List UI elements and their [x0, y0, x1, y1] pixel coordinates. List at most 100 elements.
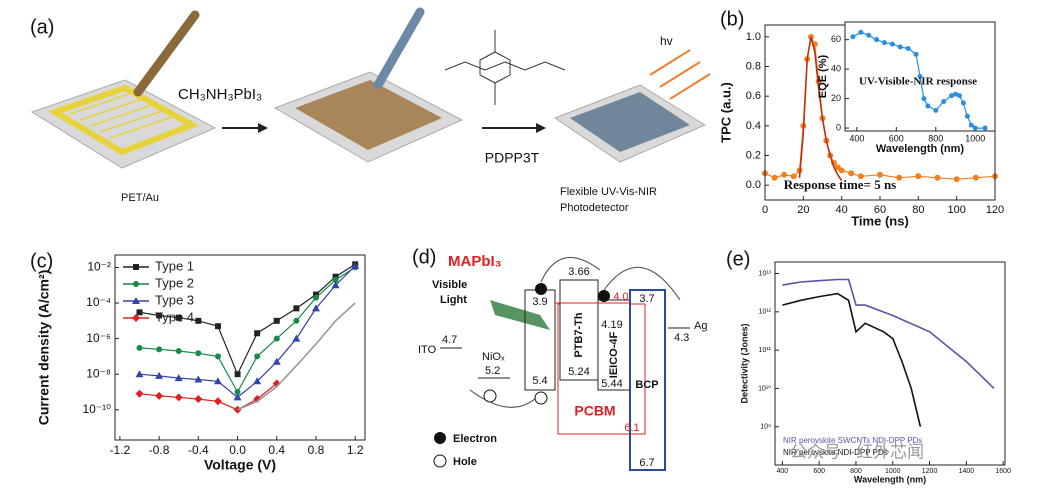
x-tick-label: 100: [947, 204, 965, 216]
point: [874, 37, 880, 43]
point: [964, 113, 970, 119]
point: [925, 103, 931, 109]
point: [877, 171, 883, 178]
x-tick-label: -0.4: [188, 443, 209, 457]
y-tick-label: 60: [831, 34, 841, 44]
level-label: 5.24: [568, 366, 589, 378]
point: [174, 374, 183, 382]
point: [972, 125, 978, 131]
level-label: 4.0: [613, 291, 628, 303]
point: [254, 330, 261, 337]
series-line: [852, 31, 986, 129]
point: [771, 174, 778, 181]
pipette: [373, 7, 425, 90]
point: [972, 174, 979, 181]
x-tick-label: 1400: [959, 468, 975, 475]
transfer-arrow: [469, 389, 537, 408]
panel-label: (a): [30, 16, 54, 38]
transfer-arrow: [540, 257, 601, 283]
x-tick-label: 1000: [965, 133, 985, 143]
pipette: [133, 10, 200, 97]
hole-key: [433, 454, 447, 468]
x-tick-label: 0: [762, 204, 768, 216]
hole: [534, 391, 548, 405]
precursor-label: CH₃NH₃PbI₃: [178, 86, 262, 103]
ieico-label: IEICO-4F: [608, 331, 620, 378]
legend-label: Electron: [453, 433, 497, 445]
series-line: [798, 36, 843, 182]
ito-label: ITO: [418, 344, 437, 356]
legend-label: Type 1: [155, 258, 194, 273]
x-axis-label: Wavelength (nm): [876, 143, 965, 155]
x-tick-label: 400: [849, 133, 864, 143]
y-tick-label: 0.6: [746, 90, 761, 102]
y-tick-label: 10¹⁰: [758, 384, 771, 392]
point: [156, 346, 163, 353]
point: [351, 262, 360, 270]
point: [253, 395, 262, 404]
chart: 0 20 40 60 80 100 120 0.0 0.2 0.4 0.6 0.8 1.0 Time (n…: [718, 24, 1004, 228]
point: [234, 371, 241, 378]
point: [889, 41, 895, 47]
level-label: 3.7: [639, 293, 654, 305]
ito-level-label: 4.7: [442, 334, 457, 346]
perovskite-film: [295, 80, 442, 150]
x-tick-label: 1600: [995, 468, 1011, 475]
y-tick-label: 0.0: [746, 179, 761, 191]
point: [917, 74, 923, 79]
y-tick-label: 0: [836, 122, 841, 132]
panel-a: (a) CH₃NH₃PbI₃ PET/Au PDPP3T hv Flexible…: [30, 7, 711, 214]
chart: -1.2 -0.8 -0.4 0.0 0.4 0.8 1.2 10⁻¹⁰ 10⁻⁸ 10⁻⁶ 10⁻…: [36, 254, 366, 473]
point: [311, 304, 320, 312]
electron: [535, 283, 547, 295]
series-line: [139, 266, 356, 394]
perovskite-label: MAPbI₃: [448, 253, 502, 270]
point: [982, 125, 988, 131]
point: [272, 357, 281, 365]
bcp-label: BCP: [635, 379, 658, 391]
point: [332, 276, 339, 283]
x-tick-label: -0.8: [149, 443, 170, 457]
legend-label: NIR perovskite SWCNTs NDI-DPP PDs: [783, 436, 922, 445]
level-label: 6.1: [624, 422, 639, 434]
x-tick-label: 120: [986, 204, 1004, 216]
legend-label: Hole: [453, 456, 477, 468]
x-tick-label: 600: [813, 468, 825, 475]
point: [953, 91, 959, 97]
level-label: 6.7: [639, 457, 654, 469]
point: [156, 312, 163, 319]
chart: 400 600 800 1000 0 20 40 60 Wavelength (nm) EQE (…: [817, 21, 996, 155]
y-tick-label: 0.4: [746, 120, 761, 132]
x-tick-label: 0.0: [229, 443, 246, 457]
y-tick-label: 0.2: [746, 149, 761, 161]
y-tick-label: 10¹¹: [759, 347, 772, 354]
point: [155, 371, 164, 379]
device-label: Photodetector: [560, 202, 629, 214]
point: [848, 170, 855, 177]
point: [781, 171, 788, 178]
y-tick-label: 20: [831, 93, 841, 103]
arrow-head: [536, 123, 546, 133]
point: [915, 173, 922, 180]
point: [949, 93, 955, 99]
electrode-fingers: [69, 91, 176, 139]
x-tick-label: 1.2: [347, 443, 364, 457]
x-tick-label: 0.4: [268, 443, 285, 457]
arrow-head: [258, 123, 268, 133]
point: [293, 317, 300, 324]
plot-frame: [114, 254, 366, 441]
x-tick-label: 800: [928, 133, 943, 143]
transfer-arrow: [603, 266, 681, 301]
x-tick-label: -1.2: [110, 443, 131, 457]
charts: 0 20 40 60 80 100 120 0.0 0.2 0.4 0.6 0.8 1.0 Time (n…: [36, 21, 1011, 484]
electrode: [47, 84, 200, 156]
point: [934, 174, 941, 181]
point: [194, 375, 203, 383]
x-axis-label: Wavelength (nm): [854, 474, 926, 484]
device-label: Flexible UV-Vis-NIR: [560, 186, 657, 198]
plot-frame: [774, 261, 1006, 466]
y-tick-label: 10⁻²: [87, 260, 111, 274]
y-axis-label: Current density (A/cm²): [36, 270, 52, 426]
x-tick-label: 400: [777, 468, 789, 475]
y-tick-label: 10⁹: [760, 424, 771, 431]
